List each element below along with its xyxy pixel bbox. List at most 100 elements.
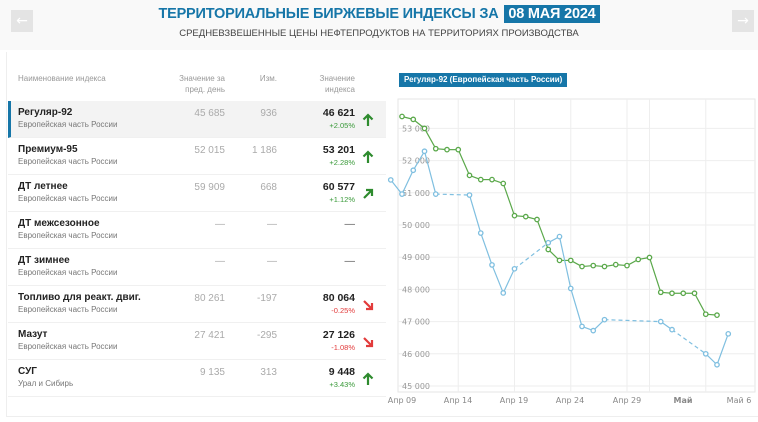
prev-value: — [215,256,225,267]
x-tick-label: Май [674,396,693,405]
col-change-header: Изм. [259,74,277,83]
data-point [601,263,608,270]
table-row[interactable]: ДТ зимнее Европейская часть России — — — [8,249,386,286]
data-point [624,262,630,269]
data-point [635,256,642,263]
arrow-down-right-icon [361,334,375,348]
data-point [455,146,462,153]
no-trend-icon [361,223,375,237]
index-region: Европейская часть России [18,342,118,351]
index-name: Регуляр-92 [18,107,73,118]
arrow-right-icon: → [737,13,749,29]
prev-date-button[interactable]: ← [11,10,33,32]
data-point [579,323,585,330]
change-value: 668 [260,182,277,193]
table-row[interactable]: Топливо для реакт. двиг. Европейская час… [8,286,386,323]
prev-value: — [215,219,225,230]
change-value: 1 186 [251,145,277,156]
chart-series [387,113,732,368]
data-point [489,262,495,268]
change-percent: -0.25% [331,306,355,315]
arrow-left-icon: ← [16,13,28,29]
change-value: — [267,256,277,267]
data-point [714,312,720,319]
index-value: 80 064 [322,292,355,304]
y-tick-label: 51 000 [402,189,430,198]
x-tick-label: Апр 19 [500,396,529,405]
arrow-down-right-icon [361,297,375,311]
data-point [421,148,428,155]
change-percent: +1.12% [329,195,355,204]
page-title: ТЕРРИТОРИАЛЬНЫЕ БИРЖЕВЫЕ ИНДЕКСЫ ЗА 08 М… [0,5,758,23]
table-row[interactable]: ДТ межсезонное Европейская часть России … [8,212,386,249]
index-name: ДТ летнее [18,181,68,192]
date-badge[interactable]: 08 МАЯ 2024 [504,5,600,23]
prev-value: 45 685 [194,108,225,119]
data-point [399,191,405,197]
change-value: 313 [260,367,277,378]
data-point [489,176,495,183]
data-point [500,180,507,187]
data-point [669,290,675,297]
index-region: Урал и Сибирь [18,379,74,388]
data-point [421,125,428,132]
index-name: Мазут [18,329,48,340]
data-point [511,265,518,272]
table-row[interactable]: ДТ летнее Европейская часть России 59 90… [8,175,386,212]
index-value: 60 577 [322,181,355,193]
index-value: 9 448 [328,366,355,378]
table-row[interactable]: Мазут Европейская часть России 27 421 -2… [8,323,386,360]
index-name: ДТ зимнее [18,255,70,266]
index-region: Европейская часть России [18,194,118,203]
col-value-header: Значение индекса [319,74,355,94]
index-name: ДТ межсезонное [18,218,100,229]
page-subtitle: СРЕДНЕВЗВЕШЕННЫЕ ЦЕНЫ НЕФТЕПРОДУКТОВ НА … [179,28,579,39]
y-tick-label: 49 000 [402,253,430,262]
data-point [545,239,552,246]
index-value: 53 201 [322,144,355,156]
x-axis-ticks: Апр 09 Апр 14 Апр 19 Апр 24 Апр 29 Май Май 6 [388,396,752,405]
data-point [691,290,698,297]
y-tick-label: 45 000 [402,382,430,391]
header-band [0,0,758,50]
data-point [702,350,709,357]
data-point [702,311,709,318]
table-header: Наименование индекса Значение за пред. д… [8,66,386,101]
data-point [511,212,518,219]
y-tick-label: 50 000 [402,221,430,230]
data-point [567,285,574,292]
data-point [556,233,563,240]
data-point [601,316,608,323]
next-date-button[interactable]: → [732,10,754,32]
data-point [590,327,597,334]
table-row[interactable]: Премиум-95 Европейская часть России 52 0… [8,138,386,175]
table-row[interactable]: Регуляр-92 Европейская часть России 45 6… [8,101,386,138]
change-percent: +2.28% [329,158,355,167]
index-name: Топливо для реакт. двиг. [18,292,141,303]
price-chart: 45 000 46 000 47 000 48 000 49 000 50 000 51 0… [387,98,756,405]
chart-grid [397,98,756,393]
data-point [410,116,417,123]
data-point [477,176,484,183]
change-value: — [267,219,277,230]
title-text: ТЕРРИТОРИАЛЬНЫЕ БИРЖЕВЫЕ ИНДЕКСЫ ЗА [158,6,499,22]
change-value: -197 [256,293,277,304]
data-point [657,318,664,325]
chart-title: Регуляр-92 (Европейская часть России) [399,73,568,87]
change-value: 936 [260,108,277,119]
data-point [500,290,507,296]
data-point [432,191,439,197]
table-row[interactable]: СУГ Урал и Сибирь 9 135 313 9 448 +3.43% [8,360,386,397]
index-value: — [344,218,356,230]
prev-value: 59 909 [194,182,225,193]
index-value: — [344,255,356,267]
prev-value: 52 015 [194,145,225,156]
data-point [646,254,653,261]
index-value: 46 621 [322,107,355,119]
arrow-up-icon [361,112,375,126]
data-point [714,361,720,368]
data-point [669,326,675,333]
change-percent: +2.05% [329,121,355,130]
data-point [556,257,563,264]
change-percent: +3.43% [329,380,355,389]
